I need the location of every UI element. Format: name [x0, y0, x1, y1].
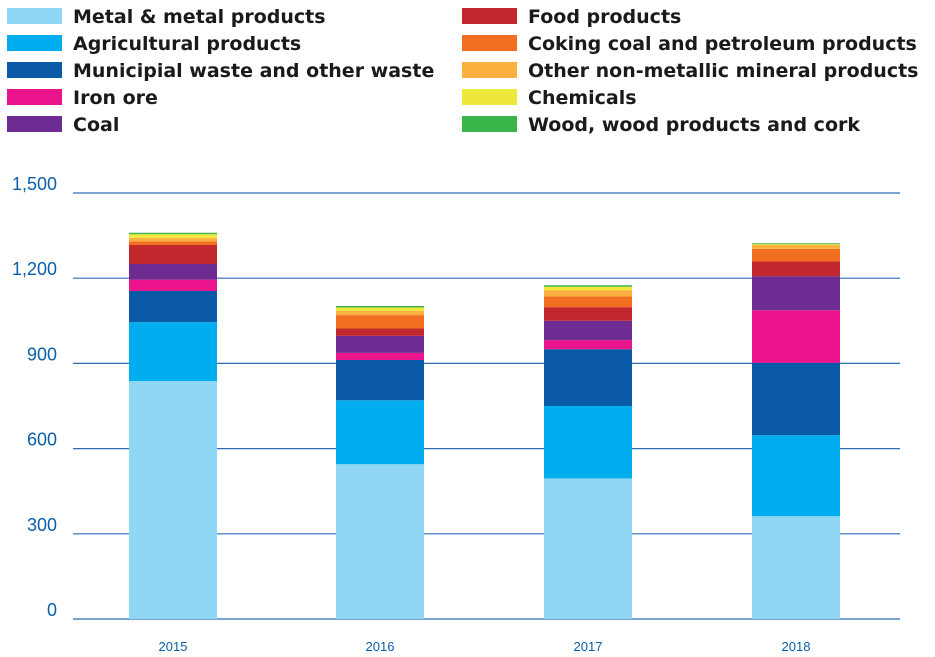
y-axis-ticks: 0 300 600 900 1,200 1,500	[12, 174, 57, 620]
bar-segment	[336, 307, 424, 311]
y-tick-label: 600	[27, 430, 57, 450]
bar-segment	[752, 261, 840, 277]
bar-segment	[336, 352, 424, 360]
legend-label: Chemicals	[528, 87, 637, 109]
x-tick-label: 2015	[159, 639, 188, 654]
legend-swatch	[7, 35, 62, 51]
bar-segment	[544, 286, 632, 291]
legend-swatch	[462, 89, 517, 105]
legend-swatch	[462, 62, 517, 78]
y-tick-label: 0	[47, 600, 57, 620]
bar-segment	[752, 276, 840, 311]
bar-segment	[752, 243, 840, 245]
legend-swatch	[462, 35, 517, 51]
legend-label: Metal & metal products	[73, 6, 326, 28]
legend-swatch	[462, 8, 517, 24]
bar-segment	[336, 359, 424, 401]
x-tick-label: 2018	[782, 639, 811, 654]
bar-segment	[544, 340, 632, 350]
bar-segment	[129, 237, 217, 242]
bar-segment	[129, 279, 217, 291]
bar-segment	[336, 315, 424, 329]
legend-label: Agricultural products	[73, 33, 301, 55]
bar-segment	[336, 464, 424, 619]
y-tick-label: 300	[27, 515, 57, 535]
bar-segment	[129, 232, 217, 235]
legend-swatch	[7, 8, 62, 24]
bar-segment	[544, 406, 632, 479]
legend-label: Other non-metallic mineral products	[528, 60, 918, 82]
x-tick-label: 2016	[366, 639, 395, 654]
bar-segment	[129, 234, 217, 238]
y-tick-label: 1,200	[12, 259, 57, 279]
legend-label: Wood, wood products and cork	[528, 114, 860, 136]
bar-segment	[129, 244, 217, 264]
bar-segment	[544, 285, 632, 287]
bar-segment	[336, 400, 424, 465]
legend-swatch	[7, 116, 62, 132]
bar-segment	[129, 322, 217, 382]
bar-segment	[129, 241, 217, 245]
y-tick-label: 1,500	[12, 174, 57, 194]
bar-segment	[752, 244, 840, 245]
bar-segment	[544, 307, 632, 321]
bar-segment	[752, 516, 840, 619]
bar-segment	[129, 381, 217, 619]
legend-label: Coking coal and petroleum products	[528, 33, 917, 55]
bar-segment	[544, 296, 632, 308]
bar-segment	[336, 306, 424, 308]
bar-segment	[129, 290, 217, 323]
bar-segment	[544, 349, 632, 406]
legend-swatch	[462, 116, 517, 132]
legend-swatch	[7, 89, 62, 105]
legend-swatch	[7, 62, 62, 78]
x-axis-labels: 2015 2016 2017 2018	[159, 639, 811, 654]
bar-segment	[336, 310, 424, 316]
bar-segment	[336, 328, 424, 336]
y-tick-label: 900	[27, 344, 57, 364]
bar-segment	[752, 244, 840, 249]
bar-segment	[752, 248, 840, 262]
legend: Metal & metal products Agricultural produ…	[7, 6, 918, 136]
bar-segment	[129, 264, 217, 280]
bar-segment	[752, 362, 840, 436]
bars	[129, 232, 840, 619]
legend-label: Coal	[73, 114, 119, 136]
x-tick-label: 2017	[574, 639, 603, 654]
legend-label: Municipial waste and other waste	[73, 60, 434, 82]
bar-segment	[336, 335, 424, 353]
legend-label: Iron ore	[73, 87, 158, 109]
bar-segment	[752, 310, 840, 363]
bar-segment	[752, 435, 840, 517]
bar-segment	[544, 320, 632, 341]
legend-label: Food products	[528, 6, 681, 28]
bar-segment	[544, 290, 632, 297]
bar-segment	[544, 478, 632, 619]
